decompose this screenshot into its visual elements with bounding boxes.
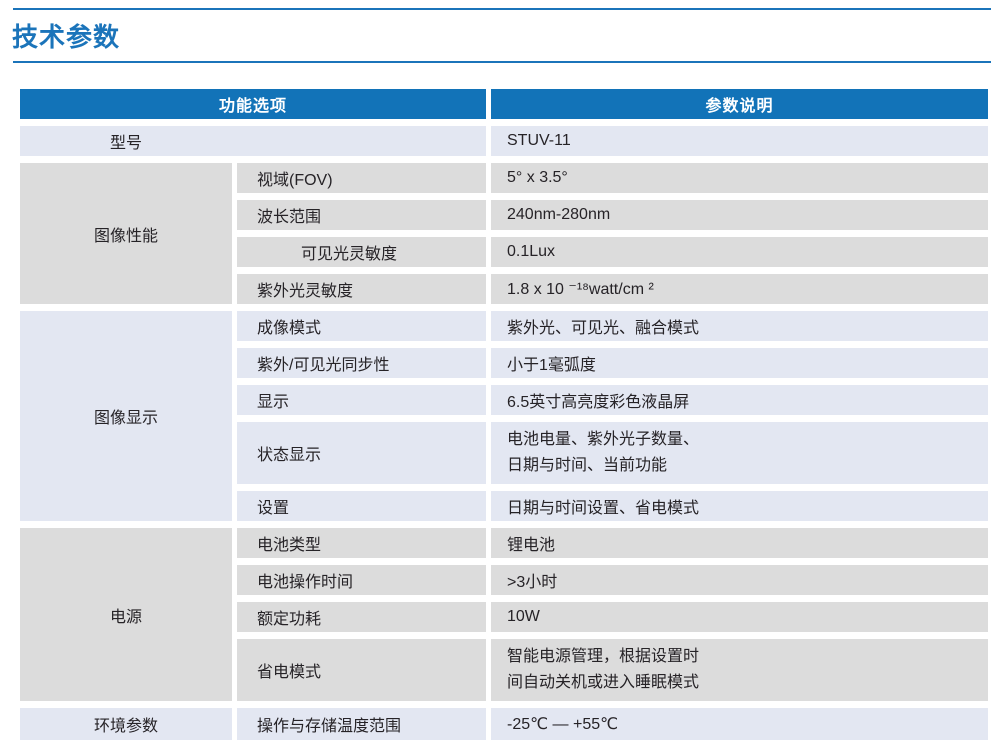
- title-divider-rule: [13, 61, 991, 63]
- section-image-display: 图像显示 成像模式 紫外光、可见光、融合模式 紫外/可见光同步性 小于1毫弧度 …: [20, 311, 988, 521]
- table-row-settings: 设置 日期与时间设置、省电模式: [237, 491, 988, 521]
- spec-value-rated-power: 10W: [491, 602, 988, 632]
- spec-label-uv-visible-sync: 紫外/可见光同步性: [237, 348, 486, 378]
- model-label: 型号: [109, 135, 142, 152]
- table-row-status-display: 状态显示 电池电量、紫外光子数量、 日期与时间、当前功能: [237, 422, 988, 484]
- spec-label-rated-power: 额定功耗: [237, 602, 486, 632]
- table-row-display: 显示 6.5英寸高亮度彩色液晶屏: [237, 385, 988, 415]
- spec-value-status-display-line2: 日期与时间、当前功能: [507, 457, 668, 474]
- spec-value-power-saving-mode: 智能电源管理，根据设置时 间自动关机或进入睡眠模式: [491, 639, 988, 701]
- spec-value-imaging-mode: 紫外光、可见光、融合模式: [491, 311, 988, 341]
- spec-label-battery-type: 电池类型: [237, 528, 486, 558]
- section-power: 电源 电池类型 锂电池 电池操作时间 >3小时 额定功耗 10W 省电模式 智能…: [20, 528, 988, 701]
- model-label-cell: 型号: [20, 126, 486, 156]
- section-image-performance: 图像性能 视域(FOV) 5° x 3.5° 波长范围 240nm-280nm …: [20, 163, 988, 304]
- table-row-wavelength-range: 波长范围 240nm-280nm: [237, 200, 988, 230]
- table-header-row: 功能选项 参数说明: [20, 89, 988, 119]
- spec-value-fov: 5° x 3.5°: [491, 163, 988, 193]
- spec-label-settings: 设置: [237, 491, 486, 521]
- group-label-image-display: 图像显示: [20, 311, 232, 521]
- spec-label-imaging-mode: 成像模式: [237, 311, 486, 341]
- spec-value-power-saving-mode-line2: 间自动关机或进入睡眠模式: [507, 674, 700, 691]
- spec-value-display: 6.5英寸高亮度彩色液晶屏: [491, 385, 988, 415]
- group-label-power: 电源: [20, 528, 232, 701]
- spec-value-uv-sensitivity: 1.8 x 10 ⁻¹⁸watt/cm ²: [491, 274, 988, 304]
- spec-label-temperature-range: 操作与存储温度范围: [237, 708, 486, 740]
- spec-value-settings: 日期与时间设置、省电模式: [491, 491, 988, 521]
- column-header-function-options: 功能选项: [20, 89, 486, 119]
- spec-value-wavelength-range: 240nm-280nm: [491, 200, 988, 230]
- group-label-image-performance: 图像性能: [20, 163, 232, 304]
- spec-label-display: 显示: [237, 385, 486, 415]
- spec-value-battery-type: 锂电池: [491, 528, 988, 558]
- spec-label-wavelength-range: 波长范围: [237, 200, 486, 230]
- spec-value-battery-operating-time: >3小时: [491, 565, 988, 595]
- spec-value-visible-light-sensitivity: 0.1Lux: [491, 237, 988, 267]
- column-header-parameter-description: 参数说明: [491, 89, 988, 119]
- spec-value-power-saving-mode-line1: 智能电源管理，根据设置时: [507, 648, 700, 665]
- table-row-uv-sensitivity: 紫外光灵敏度 1.8 x 10 ⁻¹⁸watt/cm ²: [237, 274, 988, 304]
- table-row-battery-operating-time: 电池操作时间 >3小时: [237, 565, 988, 595]
- table-row-visible-light-sensitivity: 可见光灵敏度 0.1Lux: [237, 237, 988, 267]
- table-row-temperature-range: 操作与存储温度范围 -25℃ — +55℃: [237, 708, 988, 740]
- top-rule: [13, 8, 991, 10]
- table-row-battery-type: 电池类型 锂电池: [237, 528, 988, 558]
- spec-value-temperature-range: -25℃ — +55℃: [491, 708, 988, 740]
- section-environment: 环境参数 操作与存储温度范围 -25℃ — +55℃: [20, 708, 988, 740]
- table-row-fov: 视域(FOV) 5° x 3.5°: [237, 163, 988, 193]
- spec-value-uv-visible-sync: 小于1毫弧度: [491, 348, 988, 378]
- spec-label-status-display: 状态显示: [237, 422, 486, 484]
- group-label-environment: 环境参数: [20, 708, 232, 740]
- spec-label-uv-sensitivity: 紫外光灵敏度: [237, 274, 486, 304]
- table-row-uv-visible-sync: 紫外/可见光同步性 小于1毫弧度: [237, 348, 988, 378]
- table-row-model: 型号 STUV-11: [20, 126, 988, 156]
- table-row-power-saving-mode: 省电模式 智能电源管理，根据设置时 间自动关机或进入睡眠模式: [237, 639, 988, 701]
- page-title: 技术参数: [12, 22, 121, 52]
- spec-value-status-display: 电池电量、紫外光子数量、 日期与时间、当前功能: [491, 422, 988, 484]
- table-row-rated-power: 额定功耗 10W: [237, 602, 988, 632]
- spec-label-fov: 视域(FOV): [237, 163, 486, 193]
- spec-label-power-saving-mode: 省电模式: [237, 639, 486, 701]
- table-row-imaging-mode: 成像模式 紫外光、可见光、融合模式: [237, 311, 988, 341]
- spec-table: 功能选项 参数说明 型号 STUV-11 图像性能 视域(FOV) 5° x 3…: [20, 89, 988, 740]
- spec-label-visible-light-sensitivity: 可见光灵敏度: [237, 237, 486, 267]
- spec-value-status-display-line1: 电池电量、紫外光子数量、: [507, 431, 700, 448]
- spec-label-battery-operating-time: 电池操作时间: [237, 565, 486, 595]
- model-value: STUV-11: [491, 126, 988, 156]
